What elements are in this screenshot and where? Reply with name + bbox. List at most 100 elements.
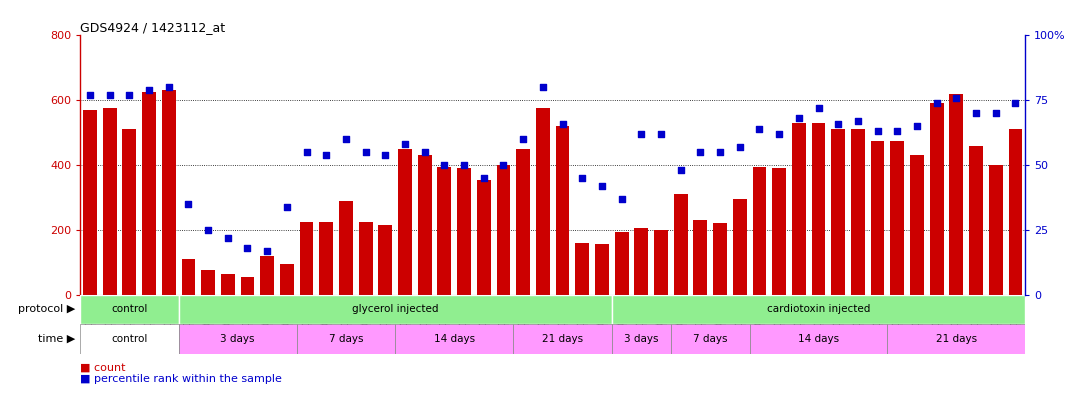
Bar (83, 110, 97, 295)
Bar (536, 108, 550, 295)
Bar (888, 324, 1025, 354)
Text: 21 days: 21 days (541, 334, 583, 344)
Bar (142, 92, 156, 295)
Point (909, 123, 926, 129)
Bar (182, 259, 195, 295)
Bar (733, 199, 747, 295)
Bar (654, 230, 668, 295)
Text: control: control (111, 334, 147, 344)
Bar (674, 194, 688, 295)
Bar (753, 167, 767, 295)
Bar (80, 324, 178, 354)
Point (849, 118, 866, 124)
Point (692, 149, 709, 155)
Bar (693, 220, 707, 295)
Point (141, 87, 158, 93)
Bar (280, 264, 294, 295)
Point (160, 84, 177, 90)
Bar (359, 222, 373, 295)
Point (653, 131, 670, 137)
Point (869, 128, 886, 134)
Bar (178, 295, 612, 324)
Point (101, 92, 119, 98)
Point (928, 100, 945, 106)
Bar (891, 141, 905, 295)
Bar (772, 168, 786, 295)
Point (396, 141, 413, 147)
Bar (595, 244, 609, 295)
Bar (240, 277, 254, 295)
Point (456, 162, 473, 168)
Bar (851, 129, 865, 295)
Point (534, 84, 551, 90)
Bar (297, 324, 395, 354)
Bar (870, 141, 884, 295)
Point (574, 175, 591, 181)
Bar (831, 129, 845, 295)
Point (417, 149, 434, 155)
Text: 7 days: 7 days (693, 334, 727, 344)
Point (377, 152, 394, 158)
Point (515, 136, 532, 142)
Point (771, 131, 788, 137)
Point (219, 235, 236, 241)
Point (81, 92, 98, 98)
Bar (612, 324, 671, 354)
Text: ■ percentile rank within the sample: ■ percentile rank within the sample (80, 374, 282, 384)
Bar (792, 123, 805, 295)
Point (889, 128, 906, 134)
Point (121, 92, 138, 98)
Bar (395, 324, 514, 354)
Text: GDS4924 / 1423112_at: GDS4924 / 1423112_at (80, 21, 225, 34)
Bar (671, 324, 750, 354)
Bar (634, 228, 648, 295)
Point (279, 204, 296, 210)
Bar (261, 256, 274, 295)
Point (987, 110, 1004, 116)
Point (475, 175, 492, 181)
Bar (201, 270, 215, 295)
Bar (300, 222, 313, 295)
Point (258, 248, 276, 254)
Bar (457, 168, 471, 295)
Text: 3 days: 3 days (624, 334, 659, 344)
Bar (477, 180, 490, 295)
Point (239, 245, 256, 251)
Bar (615, 231, 628, 295)
Text: protocol ▶: protocol ▶ (17, 305, 75, 314)
Point (1007, 100, 1024, 106)
Point (711, 149, 728, 155)
Bar (103, 108, 116, 295)
Bar (949, 94, 963, 295)
Text: glycerol injected: glycerol injected (352, 305, 438, 314)
Point (947, 94, 964, 101)
Point (830, 120, 847, 127)
Bar (319, 222, 333, 295)
Bar (713, 223, 727, 295)
Bar (221, 274, 235, 295)
Bar (398, 149, 412, 295)
Point (613, 196, 630, 202)
Bar (80, 295, 178, 324)
Bar (576, 243, 590, 295)
Text: 14 days: 14 days (798, 334, 839, 344)
Bar (989, 165, 1003, 295)
Bar (418, 155, 431, 295)
Text: ■ count: ■ count (80, 362, 126, 373)
Bar (123, 129, 137, 295)
Point (790, 115, 807, 121)
Bar (516, 149, 530, 295)
Bar (555, 126, 569, 295)
Point (494, 162, 512, 168)
Point (751, 126, 768, 132)
Point (357, 149, 374, 155)
Point (554, 120, 571, 127)
Bar (969, 145, 983, 295)
Bar (378, 225, 392, 295)
Bar (178, 324, 297, 354)
Bar (1008, 129, 1022, 295)
Point (672, 167, 689, 173)
Text: control: control (111, 305, 147, 314)
Text: 7 days: 7 days (329, 334, 363, 344)
Point (179, 201, 197, 207)
